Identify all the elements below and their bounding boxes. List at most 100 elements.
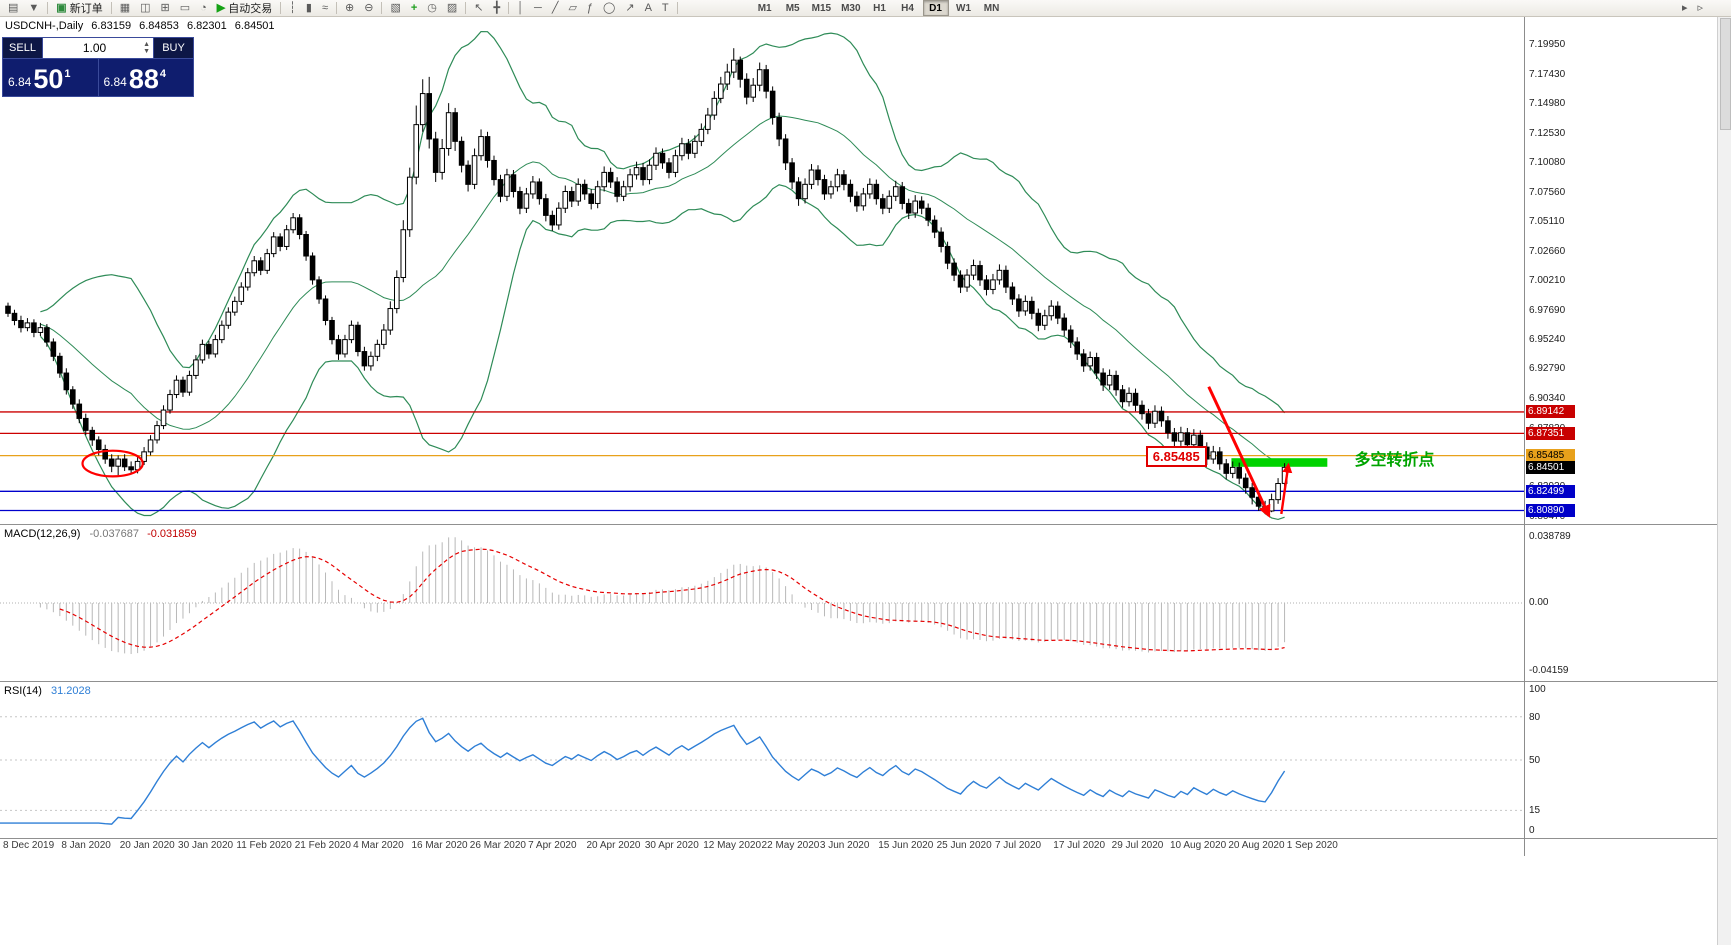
candle-body [692,140,698,154]
candle-body [458,140,465,166]
cursor-button[interactable]: ↖ [470,0,487,17]
candle-body [886,195,893,209]
candle-body [633,167,640,176]
rsi-indicator-label: RSI(14) 31.2028 [4,685,91,697]
down-arrow-annotation[interactable] [1207,386,1271,518]
indicators-button[interactable]: + [407,0,421,17]
candle-body [50,341,57,357]
trendline-button[interactable]: ╱ [548,0,563,17]
candle-body [1016,298,1022,312]
timeframe-m1-button[interactable]: M1 [757,2,772,14]
new-order-label: 新订单 [69,3,103,15]
timeframe-m5-button[interactable]: M5 [785,2,800,14]
bar-chart-mode-button[interactable]: ┆ [285,0,300,17]
timeframe-mn-button[interactable]: MN [983,2,1000,14]
timeframe-d1-button[interactable]: D1 [922,0,949,16]
arrows-button[interactable]: ↗ [621,0,638,17]
templates-button[interactable]: ▨ [443,0,461,17]
candle-body [465,164,471,185]
auto-trading-button[interactable]: ▶ 自动交易 [213,0,276,17]
timeframe-w1-button[interactable]: W1 [956,2,972,14]
candle-body [1061,317,1068,331]
timeframe-m15-button[interactable]: M15 [811,2,832,14]
chart-shift-icon: ▹ [1697,1,1703,14]
candle-body [1106,374,1113,386]
candle-body [581,183,588,195]
periods-button[interactable]: ◷ [423,0,441,17]
candle-body [1080,353,1087,367]
data-window-button[interactable]: ◫ [136,0,154,17]
volume-down-button[interactable]: ▼ [143,48,150,55]
open-value: 6.83159 [91,20,132,32]
symbol-period-label: USDCNH-,Daily [5,20,84,32]
text-button[interactable]: A [641,0,656,17]
up-arrow-annotation[interactable] [1280,462,1293,515]
candle-body [899,186,906,204]
market-watch-button[interactable]: ▦ [116,0,134,17]
volume-up-button[interactable]: ▲ [143,41,150,48]
candle-body [828,186,834,195]
chart-shift-button[interactable]: ▹ [1693,0,1707,17]
timeframe-m30-button[interactable]: M30 [841,2,861,14]
toolbar-separator [508,2,510,14]
candle-body [646,164,653,181]
candle-body [290,217,296,231]
candle-body [1268,499,1275,512]
candle-body [432,138,439,173]
zoom-in-button[interactable]: ⊕ [341,0,358,17]
crosshair-button[interactable]: ╋ [490,0,505,17]
candle-body [776,116,782,140]
volume-value[interactable]: 1.00 [82,41,107,55]
equidistant-channel-button[interactable]: ▱ [564,0,580,17]
macd-main-value: -0.037687 [89,528,140,540]
candlestick-mode-button[interactable]: ▮ [302,0,316,17]
candle-body [951,262,957,276]
candle-body [167,394,173,411]
chart-ohlc-title: USDCNH-,Daily 6.83159 6.84853 6.82301 6.… [5,20,280,32]
highlight-rectangle[interactable] [1231,458,1328,467]
text-icon: A [644,1,652,14]
timeframe-h4-button[interactable]: H4 [901,2,914,14]
tile-windows-button[interactable]: ▧ [386,0,404,17]
new-order-button[interactable]: ▣ 新订单 [52,0,106,17]
candle-body [821,179,828,195]
candle-body [1042,315,1048,326]
candle-body [568,191,575,202]
line-chart-mode-button[interactable]: ≈ [318,0,332,17]
line-chart-mode-icon: ≈ [321,1,328,14]
timeframe-h1-button[interactable]: H1 [873,2,886,14]
price-level-tag[interactable]: 6.85485 [1145,445,1207,467]
chart-scroll-button[interactable]: ▸ [1678,0,1692,17]
text-label-button[interactable]: T [658,0,673,17]
candle-body [212,339,219,355]
candle-body [1113,374,1119,391]
vertical-scrollbar[interactable] [1717,0,1731,945]
zoom-out-icon: ⊖ [364,1,374,14]
candle-body [478,136,484,157]
buy-button[interactable]: BUY [154,37,194,59]
vertical-line-button[interactable]: │ [513,0,528,17]
horizontal-line-button[interactable]: ─ [530,0,546,17]
bull-bear-turning-point-note[interactable]: 多空转折点 [1354,451,1435,469]
toolbar-separator [336,2,337,14]
ellipse-annotation[interactable] [81,449,144,478]
terminal-button[interactable]: ▭ [176,0,194,17]
fibonacci-button[interactable]: ƒ [583,0,597,17]
scrollbar-thumb[interactable] [1720,18,1731,130]
sell-price[interactable]: 6.84 50 1 [3,59,99,96]
candle-body [419,93,426,126]
candle-body [400,229,407,279]
chart-profiles-button[interactable]: ▼ [24,0,43,17]
strategy-tester-button[interactable]: ◔ [196,0,211,17]
candle-body [685,143,692,154]
volume-stepper[interactable]: 1.00 ▲ ▼ [42,37,154,59]
sell-button[interactable]: SELL [2,37,42,59]
candle-body [1171,432,1178,442]
new-chart-button[interactable]: ▤ [4,0,22,17]
buy-price[interactable]: 6.84 88 4 [99,59,194,96]
shapes-button[interactable]: ◯ [599,0,619,17]
zoom-out-button[interactable]: ⊖ [360,0,377,17]
navigator-button[interactable]: ⊞ [157,0,174,17]
candle-body [938,231,944,247]
